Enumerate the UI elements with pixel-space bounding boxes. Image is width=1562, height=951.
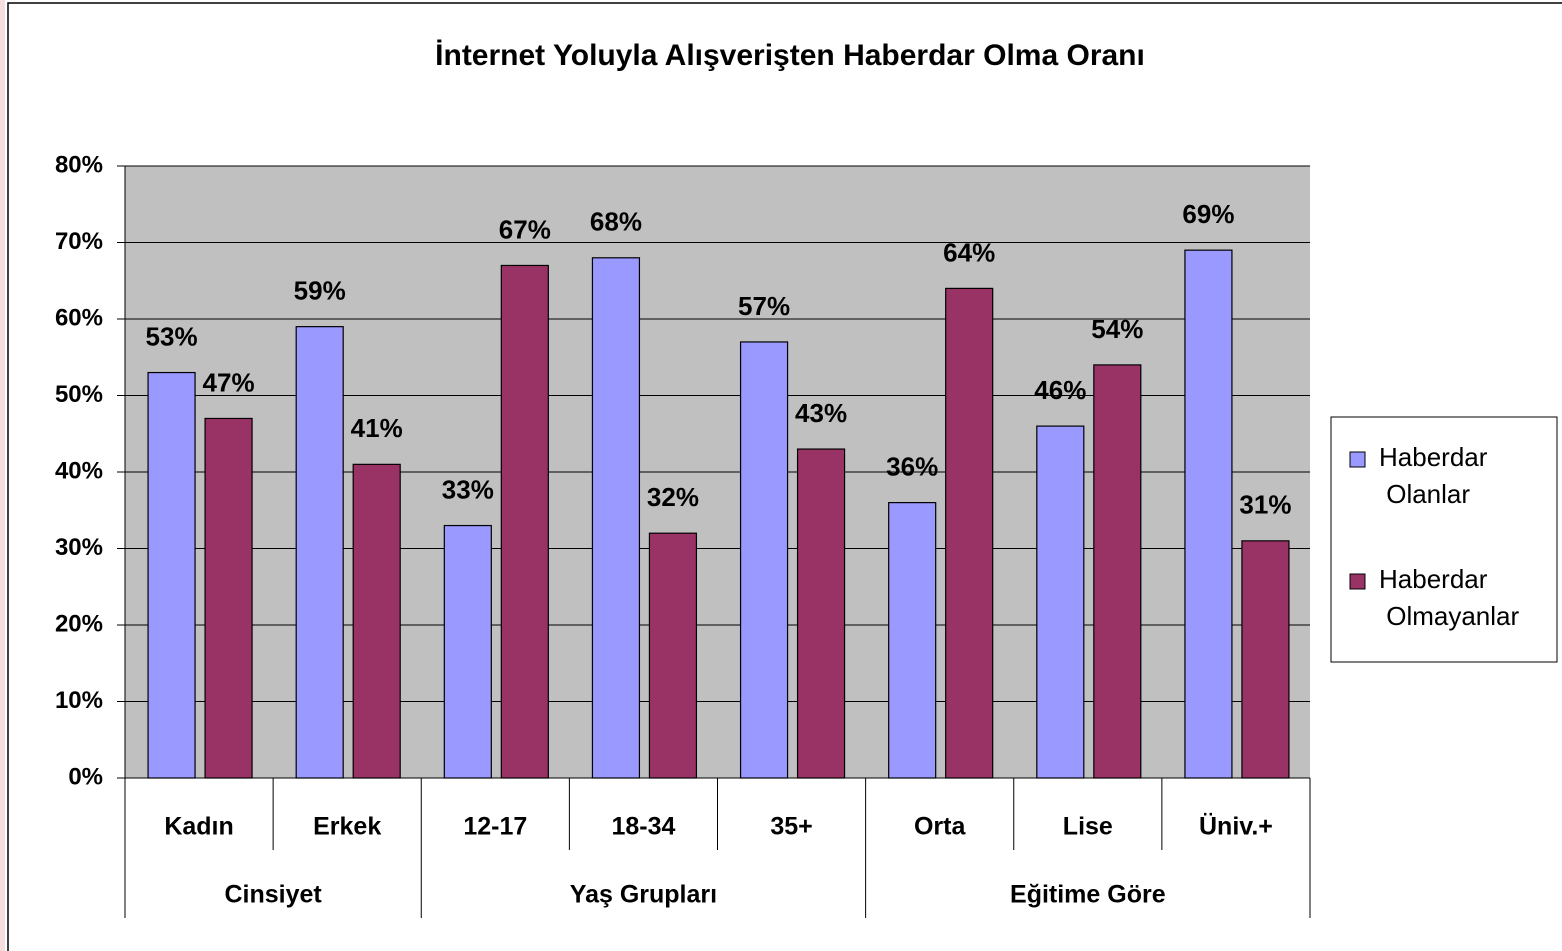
data-label: 67% [499, 214, 551, 244]
data-label: 32% [647, 482, 699, 512]
bar [796, 448, 846, 779]
x-tick-label: Lise [1063, 813, 1113, 841]
y-tick-label: 60% [55, 304, 103, 331]
bar [1184, 249, 1233, 779]
data-label: 57% [738, 291, 790, 321]
data-label: 59% [294, 276, 346, 306]
y-tick-label: 10% [55, 687, 103, 714]
x-tick-label: Erkek [313, 813, 381, 841]
bar [295, 326, 344, 779]
y-tick-label: 20% [55, 610, 103, 637]
data-label: 53% [146, 321, 198, 351]
bar [1036, 425, 1085, 779]
edge-strip [0, 0, 5, 951]
data-label: 43% [795, 398, 847, 428]
data-label: 54% [1091, 314, 1143, 344]
x-tick-label: Orta [914, 813, 967, 841]
data-label: 69% [1182, 199, 1234, 229]
y-tick-label: 70% [55, 228, 103, 255]
legend-swatch [1349, 451, 1366, 468]
bar [1093, 364, 1142, 779]
group-label: Yaş Grupları [570, 881, 717, 909]
legend-label: Haberdar Olanlar [1379, 442, 1488, 509]
data-label: 41% [351, 413, 403, 443]
bar [443, 524, 492, 779]
legend-box [1330, 416, 1558, 663]
bar [352, 463, 401, 779]
x-tick-label: 35+ [770, 813, 812, 841]
x-tick-label: 12-17 [463, 813, 527, 841]
bar [888, 502, 937, 779]
bar [648, 532, 698, 779]
legend-label: Haberdar Olmayanlar [1379, 564, 1519, 631]
group-label: Eğitime Göre [1010, 881, 1166, 909]
bar [739, 341, 789, 779]
x-tick-label: Kadın [164, 813, 233, 841]
legend-swatch [1349, 573, 1366, 590]
chart-title: İnternet Yoluyla Alışverişten Haberdar O… [435, 39, 1145, 72]
data-label: 33% [442, 474, 494, 504]
data-label: 47% [203, 367, 255, 397]
bar [1241, 540, 1290, 779]
x-tick-label: Üniv.+ [1199, 812, 1273, 841]
data-label: 36% [886, 451, 938, 481]
data-label: 31% [1239, 490, 1291, 520]
bar [945, 287, 994, 779]
bar [147, 371, 196, 779]
bar [591, 257, 641, 779]
y-tick-label: 40% [55, 457, 103, 484]
data-label: 64% [943, 237, 995, 267]
bar [204, 417, 253, 779]
bar [500, 264, 549, 779]
y-tick-label: 30% [55, 534, 103, 561]
data-label: 46% [1034, 375, 1086, 405]
y-tick-label: 0% [68, 763, 103, 790]
y-tick-label: 50% [55, 381, 103, 408]
data-label: 68% [590, 207, 642, 237]
group-label: Cinsiyet [224, 881, 322, 909]
x-tick-label: 18-34 [611, 813, 675, 841]
y-tick-label: 80% [55, 151, 103, 178]
